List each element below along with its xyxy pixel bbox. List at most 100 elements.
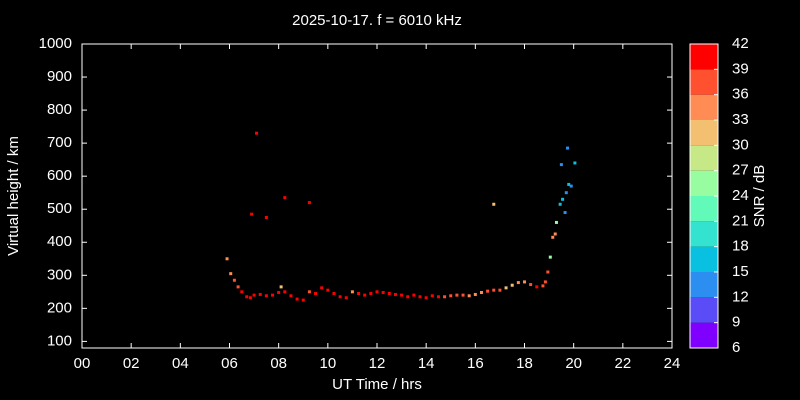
point (516, 281, 520, 285)
point (350, 290, 354, 294)
point (307, 201, 311, 205)
point (479, 290, 483, 294)
point (510, 283, 514, 287)
point (357, 291, 361, 295)
point (461, 293, 465, 297)
y-tick-label: 100 (47, 332, 72, 349)
point (566, 146, 570, 150)
y-tick-label: 500 (47, 200, 72, 217)
colorbar-bin (690, 69, 718, 95)
point (455, 293, 459, 297)
point (245, 295, 249, 299)
point (393, 292, 397, 296)
point (307, 290, 311, 294)
x-tick-label: 10 (319, 355, 336, 372)
point (563, 211, 567, 215)
point (492, 288, 496, 292)
point (473, 292, 477, 296)
point (535, 285, 539, 289)
y-tick-label: 800 (47, 101, 72, 118)
point (326, 288, 330, 292)
point (548, 255, 552, 259)
point (369, 291, 373, 295)
colorbar-tick-label: 24 (732, 187, 749, 204)
point (558, 202, 562, 206)
colorbar-tick-label: 27 (732, 162, 749, 179)
point (523, 280, 526, 284)
point (569, 184, 573, 188)
x-tick-label: 04 (172, 355, 189, 372)
colorbar-bin (690, 297, 718, 323)
colorbar-bin (690, 94, 718, 120)
colorbar-tick-label: 12 (732, 288, 749, 305)
colorbar-bin (690, 246, 718, 272)
colorbar-tick-label: 33 (732, 111, 749, 128)
point (301, 298, 305, 302)
x-tick-label: 08 (270, 355, 287, 372)
colorbar-tick-label: 15 (732, 263, 749, 280)
point (400, 293, 404, 297)
colorbar-tick-label: 21 (732, 212, 749, 229)
point (467, 294, 471, 298)
point (406, 295, 410, 299)
colorbar-tick-label: 30 (732, 136, 749, 153)
point (363, 293, 367, 297)
point (250, 212, 254, 216)
point (449, 294, 453, 298)
point (240, 290, 244, 294)
colorbar-label: SNR / dB (751, 165, 768, 228)
point (436, 295, 440, 299)
point (387, 291, 391, 295)
point (564, 191, 568, 195)
y-tick-label: 600 (47, 167, 72, 184)
x-tick-label: 18 (516, 355, 533, 372)
point (492, 202, 496, 206)
point (430, 294, 434, 298)
point (314, 291, 318, 295)
colorbar-tick-label: 9 (732, 314, 740, 331)
point (486, 289, 490, 293)
x-tick-label: 14 (418, 355, 435, 372)
colorbar-tick-label: 39 (732, 60, 749, 77)
point (553, 232, 557, 236)
x-tick-label: 22 (614, 355, 631, 372)
point (264, 215, 268, 219)
point (541, 284, 545, 288)
point (277, 290, 281, 294)
point (418, 295, 422, 299)
colorbar-tick-label: 6 (732, 339, 740, 356)
y-tick-label: 400 (47, 233, 72, 250)
colorbar-bin (690, 272, 718, 298)
colorbar-bin (690, 44, 718, 70)
y-tick-label: 900 (47, 68, 72, 85)
y-tick-label: 300 (47, 266, 72, 283)
point (567, 182, 571, 186)
x-tick-label: 16 (467, 355, 484, 372)
point (283, 290, 287, 294)
colorbar-bin (690, 145, 718, 171)
point (289, 294, 293, 298)
point (255, 131, 259, 135)
point (412, 293, 416, 297)
point (561, 197, 565, 201)
point (258, 292, 262, 296)
point (236, 285, 240, 289)
point (573, 161, 577, 165)
point (498, 288, 502, 292)
x-tick-label: 24 (664, 355, 681, 372)
colorbar-tick-label: 18 (732, 238, 749, 255)
point (375, 290, 379, 294)
colorbar-bin (690, 120, 718, 146)
colorbar-bin (690, 221, 718, 247)
colorbar-bin (690, 322, 718, 348)
point (381, 290, 385, 294)
point (529, 283, 533, 287)
colorbar-tick-label: 42 (732, 35, 749, 52)
point (344, 296, 348, 300)
point (232, 278, 236, 282)
point (225, 257, 229, 261)
y-tick-label: 200 (47, 299, 72, 316)
point (543, 280, 547, 284)
x-tick-label: 02 (123, 355, 140, 372)
